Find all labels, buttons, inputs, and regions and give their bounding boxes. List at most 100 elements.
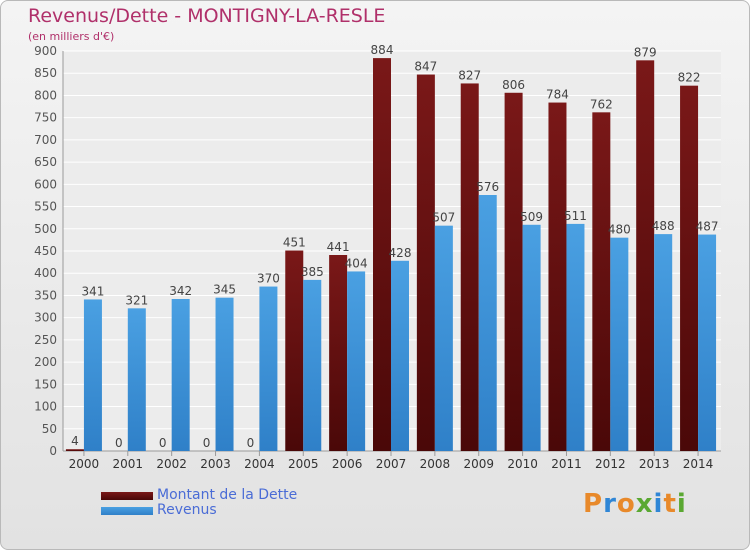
- data-label-debt: 441: [327, 240, 350, 254]
- bar-revenue: [83, 299, 102, 451]
- data-label-debt: 879: [634, 45, 657, 59]
- proxiti-logo: Proxiti: [583, 489, 687, 519]
- x-tick-label: 2000: [69, 457, 100, 471]
- legend-item-revenue: Revenus: [101, 503, 297, 518]
- x-tick-label: 2005: [288, 457, 319, 471]
- data-label-debt: 884: [371, 43, 394, 57]
- x-tick-label: 2011: [551, 457, 582, 471]
- bar-revenue: [698, 234, 717, 451]
- bar-revenue: [259, 286, 278, 451]
- data-label-debt: 806: [502, 78, 525, 92]
- x-tick-label: 2010: [507, 457, 538, 471]
- bar-debt: [285, 250, 304, 451]
- legend: Montant de la Dette Revenus: [101, 488, 297, 518]
- bar-debt: [636, 60, 655, 451]
- x-tick-label: 2012: [595, 457, 626, 471]
- data-label-revenue: 480: [608, 223, 631, 237]
- bar-debt: [329, 255, 348, 451]
- data-label-debt: 822: [678, 71, 701, 85]
- legend-swatch-debt: [101, 491, 153, 500]
- y-tick-label: 600: [34, 177, 57, 191]
- bar-debt: [460, 83, 479, 451]
- bar-revenue: [434, 225, 453, 451]
- data-label-revenue: 342: [169, 284, 192, 298]
- y-tick-label: 800: [34, 88, 57, 102]
- bar-debt: [680, 85, 699, 452]
- data-label-debt: 784: [546, 88, 569, 102]
- x-tick-label: 2013: [639, 457, 670, 471]
- y-tick-label: 550: [34, 200, 57, 214]
- y-tick-label: 50: [42, 422, 57, 436]
- y-tick-label: 400: [34, 266, 57, 280]
- data-label-revenue: 370: [257, 272, 280, 286]
- y-tick-label: 450: [34, 244, 57, 258]
- bar-debt: [416, 74, 435, 452]
- bar-debt: [504, 92, 523, 452]
- data-label-revenue: 321: [125, 293, 148, 307]
- y-tick-label: 650: [34, 155, 57, 169]
- data-label-debt: 0: [247, 436, 255, 450]
- logo-letter: o: [616, 489, 636, 519]
- logo-letter: P: [583, 489, 604, 519]
- bar-revenue: [347, 271, 366, 451]
- data-label-debt: 0: [203, 436, 211, 450]
- logo-letter: i: [653, 489, 664, 519]
- y-tick-label: 300: [34, 311, 57, 325]
- data-label-debt: 0: [115, 436, 123, 450]
- data-label-revenue: 507: [432, 211, 455, 225]
- data-label-debt: 0: [159, 436, 167, 450]
- data-label-revenue: 341: [81, 284, 104, 298]
- data-label-revenue: 428: [389, 246, 412, 260]
- x-tick-label: 2006: [332, 457, 363, 471]
- y-tick-label: 100: [34, 400, 57, 414]
- y-tick-label: 700: [34, 133, 57, 147]
- y-tick-label: 200: [34, 355, 57, 369]
- bar-revenue: [127, 308, 146, 451]
- x-tick-label: 2009: [463, 457, 494, 471]
- data-label-revenue: 487: [696, 220, 719, 234]
- logo-letter: t: [663, 489, 677, 519]
- bar-revenue: [391, 260, 409, 451]
- y-tick-label: 0: [49, 444, 57, 458]
- data-label-debt: 827: [458, 68, 481, 82]
- logo-letter: i: [676, 489, 687, 519]
- legend-label-debt: Montant de la Dette: [157, 487, 298, 503]
- y-tick-label: 750: [34, 111, 57, 125]
- y-tick-label: 850: [34, 66, 57, 80]
- legend-swatch-revenue: [101, 506, 153, 515]
- bar-revenue: [215, 297, 234, 451]
- bar-debt: [592, 112, 611, 451]
- data-label-debt: 847: [414, 60, 437, 74]
- data-label-debt: 451: [283, 236, 306, 250]
- bar-revenue: [171, 299, 190, 451]
- bar-debt: [373, 58, 391, 451]
- data-label-revenue: 345: [213, 283, 236, 297]
- bar-revenue: [654, 234, 673, 451]
- x-tick-label: 2008: [420, 457, 451, 471]
- y-tick-label: 350: [34, 288, 57, 302]
- legend-label-revenue: Revenus: [157, 502, 217, 518]
- data-label-revenue: 385: [301, 265, 324, 279]
- data-label-revenue: 404: [345, 256, 368, 270]
- x-tick-label: 2014: [683, 457, 714, 471]
- bar-revenue: [478, 195, 497, 451]
- bar-revenue: [610, 237, 629, 451]
- x-tick-label: 2001: [113, 457, 144, 471]
- y-tick-label: 500: [34, 222, 57, 236]
- bar-revenue: [303, 279, 322, 451]
- bar-debt: [65, 449, 84, 451]
- chart-subtitle: (en milliers d'€): [28, 30, 115, 43]
- data-label-revenue: 511: [564, 209, 587, 223]
- data-label-revenue: 488: [652, 219, 675, 233]
- x-tick-label: 2004: [244, 457, 275, 471]
- legend-item-debt: Montant de la Dette: [101, 488, 297, 503]
- bar-revenue: [522, 224, 541, 451]
- y-tick-label: 250: [34, 333, 57, 347]
- x-tick-label: 2007: [376, 457, 407, 471]
- data-label-revenue: 509: [520, 210, 543, 224]
- data-label-debt: 4: [71, 434, 79, 448]
- logo-letter: x: [635, 489, 654, 519]
- logo-letter: r: [603, 489, 617, 519]
- chart-title: Revenus/Dette - MONTIGNY-LA-RESLE: [28, 5, 386, 27]
